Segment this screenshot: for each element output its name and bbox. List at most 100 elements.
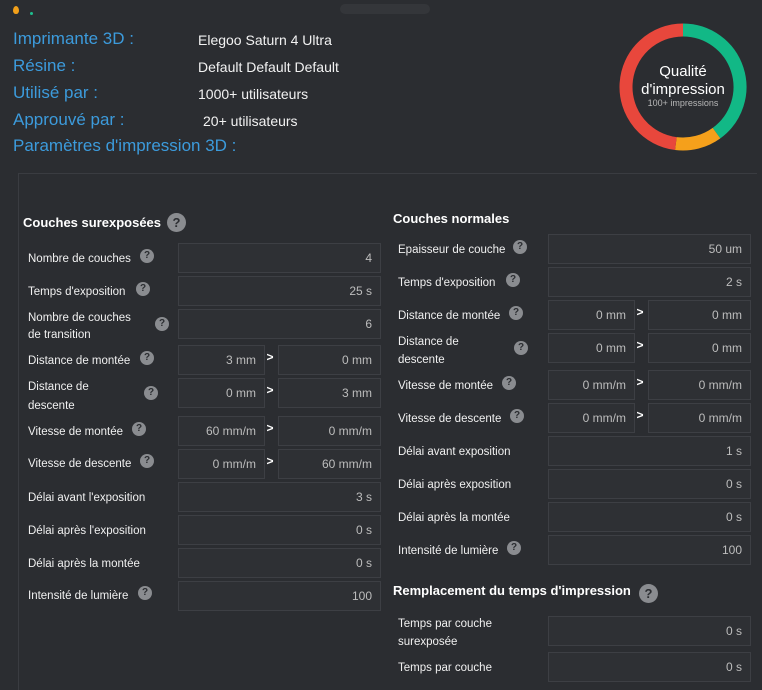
oe-lift-distance-field-1[interactable]: 3 mm	[178, 345, 265, 375]
oe-transition-label-2: de transition	[28, 329, 91, 341]
n-lift-distance-arrow-icon: >	[636, 305, 644, 319]
overexposed-title: Couches surexposées	[23, 215, 162, 230]
oe-lift-distance-field-2[interactable]: 0 mm	[278, 345, 381, 375]
n-exposure-help-icon[interactable]: ?	[506, 273, 520, 287]
n-light-field[interactable]: 100	[548, 535, 751, 565]
oe-retract-speed-field-2[interactable]: 60 mm/m	[278, 449, 381, 479]
oe-count-help-icon[interactable]: ?	[140, 249, 154, 263]
flame-icon	[13, 6, 19, 14]
n-thickness-help-icon[interactable]: ?	[513, 240, 527, 254]
n-light-help-icon[interactable]: ?	[507, 541, 521, 555]
n-retract-distance-arrow-icon: >	[636, 338, 644, 352]
n-wait-after-field[interactable]: 0 s	[548, 469, 751, 499]
oe-lift-distance-help-icon[interactable]: ?	[140, 351, 154, 365]
oe-retract-distance-help-icon[interactable]: ?	[144, 386, 158, 400]
oe-light-label: Intensité de lumière	[28, 590, 129, 602]
pt-normal-label: Temps par couche	[398, 662, 492, 674]
n-lift-distance-field-1[interactable]: 0 mm	[548, 300, 635, 330]
oe-wait-after-lift-label: Délai après la montée	[28, 558, 140, 570]
oe-wait-after-lift-field[interactable]: 0 s	[178, 548, 381, 578]
oe-wait-before-label: Délai avant l'exposition	[28, 492, 146, 504]
quality-subtitle: 100+ impressions	[647, 98, 719, 108]
oe-lift-speed-field-1[interactable]: 60 mm/m	[178, 416, 265, 446]
print-time-help-icon[interactable]: ?	[639, 584, 658, 603]
n-exposure-label: Temps d'exposition	[398, 277, 496, 289]
status-dot-icon	[30, 12, 33, 15]
pt-overexposed-label-1: Temps par couche	[398, 618, 492, 630]
section-divider	[18, 173, 757, 174]
oe-transition-label-1: Nombre de couches	[28, 312, 131, 324]
quality-ring	[619, 23, 747, 151]
oe-transition-field[interactable]: 6	[178, 309, 381, 339]
printer-label: Imprimante 3D :	[13, 29, 134, 48]
n-retract-speed-arrow-icon: >	[636, 408, 644, 422]
resin-value: Default Default Default	[198, 59, 339, 75]
oe-lift-distance-arrow-icon: >	[266, 350, 274, 364]
n-retract-distance-label-1: Distance de	[398, 336, 459, 348]
n-retract-speed-field-2[interactable]: 0 mm/m	[648, 403, 751, 433]
oe-count-label: Nombre de couches	[28, 253, 131, 265]
n-lift-speed-help-icon[interactable]: ?	[502, 376, 516, 390]
drag-handle[interactable]	[340, 4, 430, 14]
approved-by-value: 20+ utilisateurs	[203, 113, 298, 129]
approved-by-label: Approuvé par :	[13, 110, 125, 129]
n-lift-distance-field-2[interactable]: 0 mm	[648, 300, 751, 330]
oe-lift-speed-help-icon[interactable]: ?	[132, 422, 146, 436]
resin-label: Résine :	[13, 56, 76, 75]
n-wait-before-label: Délai avant exposition	[398, 446, 511, 458]
n-lift-speed-field-1[interactable]: 0 mm/m	[548, 370, 635, 400]
n-retract-distance-help-icon[interactable]: ?	[514, 341, 528, 355]
n-lift-distance-help-icon[interactable]: ?	[509, 306, 523, 320]
oe-light-field[interactable]: 100	[178, 581, 381, 611]
oe-wait-after-label: Délai après l'exposition	[28, 525, 146, 537]
quality-ring-segment	[682, 23, 747, 139]
n-retract-speed-help-icon[interactable]: ?	[510, 409, 524, 423]
oe-exposure-help-icon[interactable]: ?	[136, 282, 150, 296]
pt-overexposed-label-2: surexposée	[398, 636, 458, 648]
quality-title: Qualité d'impression	[618, 63, 748, 99]
n-retract-distance-field-1[interactable]: 0 mm	[548, 333, 635, 363]
n-retract-distance-field-2[interactable]: 0 mm	[648, 333, 751, 363]
oe-light-help-icon[interactable]: ?	[138, 586, 152, 600]
print-params-label: Paramètres d'impression 3D :	[13, 136, 237, 155]
used-by-value: 1000+ utilisateurs	[198, 86, 309, 102]
pt-overexposed-field[interactable]: 0 s	[548, 616, 751, 646]
oe-retract-speed-arrow-icon: >	[266, 454, 274, 468]
oe-retract-distance-label-2: descente	[28, 400, 75, 412]
normal-title: Couches normales	[393, 211, 510, 226]
pt-normal-field[interactable]: 0 s	[548, 652, 751, 682]
oe-exposure-field[interactable]: 25 s	[178, 276, 381, 306]
oe-retract-speed-help-icon[interactable]: ?	[140, 454, 154, 468]
n-retract-speed-field-1[interactable]: 0 mm/m	[548, 403, 635, 433]
oe-lift-speed-label: Vitesse de montée	[28, 426, 124, 438]
oe-retract-distance-field-1[interactable]: 0 mm	[178, 378, 265, 408]
print-time-title: Remplacement du temps d'impression	[393, 583, 631, 598]
quality-ring-segment	[675, 127, 721, 151]
printer-value: Elegoo Saturn 4 Ultra	[198, 32, 332, 48]
oe-wait-before-field[interactable]: 3 s	[178, 482, 381, 512]
n-wait-after-lift-field[interactable]: 0 s	[548, 502, 751, 532]
n-wait-before-field[interactable]: 1 s	[548, 436, 751, 466]
oe-retract-speed-label: Vitesse de descente	[28, 458, 132, 470]
n-lift-speed-arrow-icon: >	[636, 375, 644, 389]
n-thickness-field[interactable]: 50 um	[548, 234, 751, 264]
oe-exposure-label: Temps d'exposition	[28, 286, 126, 298]
n-exposure-field[interactable]: 2 s	[548, 267, 751, 297]
oe-wait-after-field[interactable]: 0 s	[178, 515, 381, 545]
window-top-bar	[0, 0, 762, 20]
n-retract-speed-label: Vitesse de descente	[398, 413, 502, 425]
n-lift-speed-label: Vitesse de montée	[398, 380, 494, 392]
n-thickness-label: Epaisseur de couche	[398, 244, 506, 256]
oe-lift-speed-field-2[interactable]: 0 mm/m	[278, 416, 381, 446]
n-lift-speed-field-2[interactable]: 0 mm/m	[648, 370, 751, 400]
oe-retract-distance-field-2[interactable]: 3 mm	[278, 378, 381, 408]
used-by-label: Utilisé par :	[13, 83, 99, 102]
oe-lift-distance-label: Distance de montée	[28, 355, 131, 367]
overexposed-help-icon[interactable]: ?	[167, 213, 186, 232]
quality-title-line1: Qualité	[659, 63, 707, 80]
oe-transition-help-icon[interactable]: ?	[155, 317, 169, 331]
oe-count-field[interactable]: 4	[178, 243, 381, 273]
oe-retract-speed-field-1[interactable]: 0 mm/m	[178, 449, 265, 479]
n-wait-after-lift-label: Délai après la montée	[398, 512, 510, 524]
oe-lift-speed-arrow-icon: >	[266, 421, 274, 435]
